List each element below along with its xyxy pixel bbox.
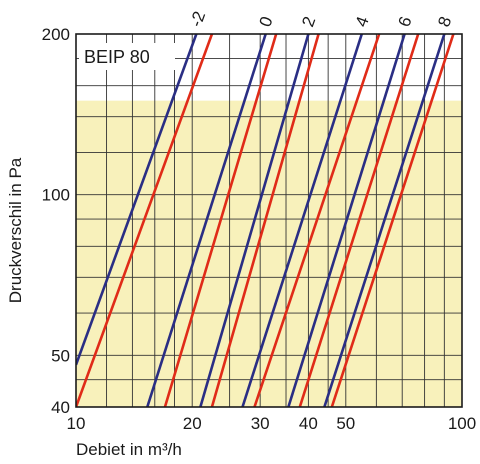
y-tick-label: 40	[51, 398, 70, 417]
x-tick-label: 100	[448, 414, 476, 433]
curve-label: 6	[394, 14, 415, 29]
chart-title: BEIP 80	[84, 47, 150, 67]
tick-label-layer: 10 20 30 40 50 100 40 50 100 200	[42, 25, 477, 433]
chart-title-background	[79, 43, 175, 70]
curve-label: 8	[434, 14, 455, 29]
curve-blue-8	[323, 34, 446, 407]
curve-red--2	[76, 34, 214, 407]
curve-label: 0	[256, 14, 277, 29]
curve-blue-2	[199, 34, 310, 407]
curve-label: -2	[186, 9, 209, 30]
y-tick-label: 200	[42, 25, 70, 44]
curve-red-0	[163, 34, 278, 407]
x-tick-label: 10	[67, 414, 86, 433]
curve-red-4	[253, 34, 381, 407]
curve-red-6	[298, 34, 420, 407]
x-tick-label: 50	[336, 414, 355, 433]
curve-label: 4	[352, 14, 373, 29]
shaded-region	[76, 100, 462, 407]
plot-frame	[75, 33, 463, 408]
y-axis-title: Druckverschil in Pa	[6, 157, 25, 303]
curve-blue-4	[241, 34, 364, 407]
curve-layer	[76, 34, 455, 407]
curve-red-8	[330, 34, 455, 407]
shaded-region-layer	[76, 100, 462, 407]
grid-layer	[75, 33, 463, 408]
y-tick-label: 100	[42, 186, 70, 205]
curve-red-2	[210, 34, 320, 407]
x-tick-label: 30	[251, 414, 270, 433]
y-tick-label: 50	[51, 346, 70, 365]
x-tick-label: 40	[299, 414, 318, 433]
curve-blue-0	[146, 34, 267, 407]
curve-blue--2	[76, 34, 198, 366]
x-tick-label: 20	[183, 414, 202, 433]
curve-label-layer: -2 0 2 4 6 8	[186, 9, 455, 30]
curve-label: 2	[298, 14, 319, 29]
x-axis-title: Debiet in m³/h	[76, 440, 182, 459]
curve-blue-6	[287, 34, 406, 407]
